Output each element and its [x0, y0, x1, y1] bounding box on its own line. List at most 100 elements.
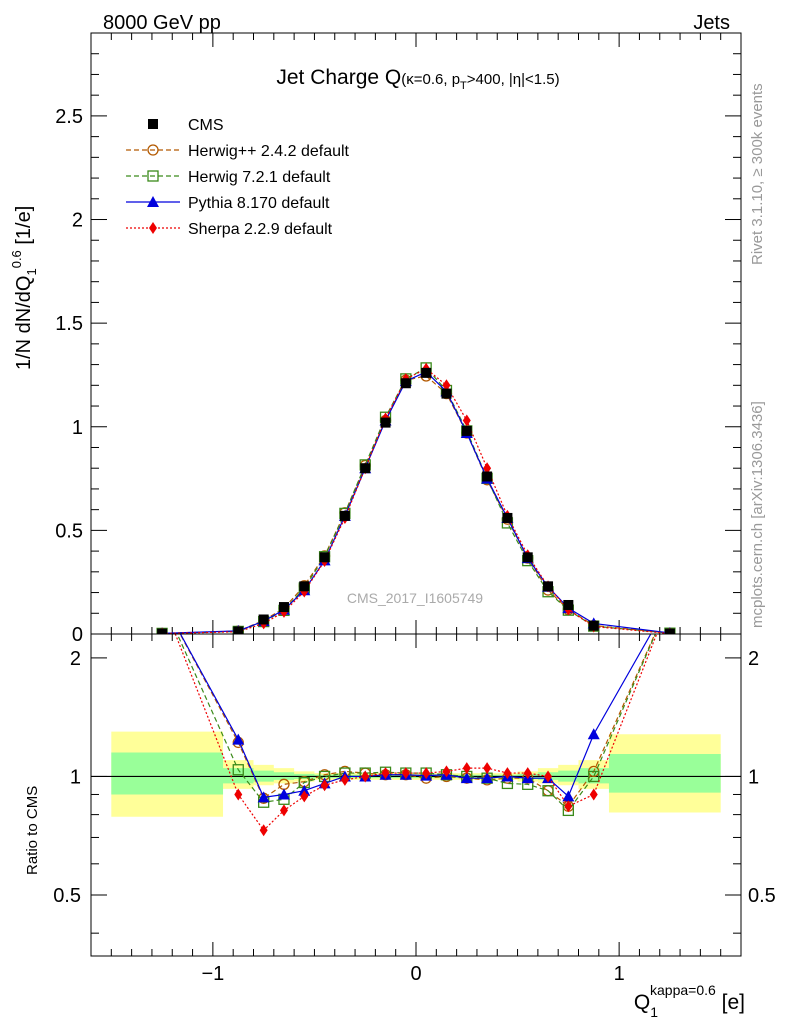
series-cms — [157, 367, 675, 634]
data-point — [563, 599, 574, 610]
ratio-data-point — [481, 772, 494, 784]
energy-label: 8000 GeV pp — [103, 12, 221, 34]
ratio-data-point — [232, 733, 245, 745]
data-point — [543, 581, 554, 592]
legend-label: Pythia 8.170 default — [188, 195, 330, 212]
ratio-data-point — [564, 800, 573, 813]
ratio-data-point — [483, 762, 492, 775]
ratio-data-point — [562, 790, 575, 802]
uncertainty-band-outer — [111, 731, 721, 817]
ratio-data-point — [259, 824, 268, 837]
ratio-data-point — [361, 770, 370, 783]
legend-marker — [147, 170, 159, 182]
legend-marker — [148, 119, 158, 129]
ratio-data-point — [279, 804, 288, 817]
ratio-y-tick-label-right: 0.5 — [748, 885, 776, 907]
data-point — [400, 378, 411, 389]
data-point — [588, 620, 599, 631]
data-point — [664, 628, 675, 634]
legend-marker — [149, 222, 157, 234]
chart-title: Jet Charge Q(κ=0.6, pT>400, |η|<1.5) — [276, 66, 559, 92]
ratio-series-line — [179, 634, 652, 799]
legend-item-sherpa-2-2-9-default: Sherpa 2.2.9 default — [126, 221, 333, 238]
ratio-data-point — [340, 773, 349, 786]
ratio-y-tick-label-right: 2 — [748, 648, 759, 670]
legend-item-cms: CMS — [148, 117, 224, 134]
ratio-series-sherpa-2-2-9-default — [174, 634, 658, 837]
ratio-frame — [90, 633, 742, 957]
ratio-data-point — [523, 767, 532, 780]
ratio-data-point — [401, 767, 410, 780]
data-point — [461, 425, 472, 436]
analysis-watermark: CMS_2017_I1605749 — [347, 590, 483, 606]
ratio-data-point — [588, 770, 600, 783]
ratio-y-tick-label: 0.5 — [53, 885, 81, 907]
data-point — [441, 388, 452, 399]
ratio-data-point — [257, 791, 270, 803]
legend-label: Herwig++ 2.4.2 default — [188, 143, 350, 160]
legend-label: Herwig 7.2.1 default — [188, 169, 331, 186]
jets-label: Jets — [693, 12, 730, 34]
legend: CMS Herwig++ 2.4.2 default Herwig 7.2.1 de… — [126, 117, 350, 238]
ratio-data-point — [503, 767, 512, 780]
ratio-data-point — [544, 770, 553, 783]
ratio-data-point — [300, 790, 309, 803]
data-point — [482, 471, 493, 482]
mcplots-label: mcplots.cern.ch [arXiv:1306.3436] — [749, 401, 766, 628]
ratio-data-point — [442, 765, 451, 778]
ratio-panel: −1 0 1 0.5 0.5 1 1 2 2 — [53, 633, 776, 985]
ratio-data-point — [587, 728, 600, 740]
y-tick-label: 2.5 — [55, 106, 83, 128]
data-point — [502, 512, 513, 523]
ratio-data-point — [277, 788, 290, 800]
legend-marker — [147, 196, 159, 207]
ratio-y-tick-label: 2 — [70, 648, 81, 670]
rivet-label: Rivet 3.1.10, ≥ 300k events — [749, 83, 766, 265]
ratio-y-tick-label: 1 — [70, 766, 81, 788]
legend-label: Sherpa 2.2.9 default — [188, 221, 333, 238]
data-point — [522, 552, 533, 563]
ratio-series-line — [179, 634, 656, 808]
x-axis-label: Q1kappa=0.6 [e] — [634, 982, 745, 1020]
y-tick-label: 1.5 — [55, 313, 83, 335]
data-point — [233, 626, 244, 634]
legend-item-pythia-8-170-default: Pythia 8.170 default — [126, 195, 330, 212]
data-point — [483, 462, 492, 475]
y-axis-label: 1/N dN/dQ10.6 [1/e] — [9, 206, 39, 370]
ratio-data-point — [298, 784, 311, 796]
data-point — [319, 552, 330, 563]
ratio-data-point — [381, 767, 390, 780]
data-point — [299, 581, 310, 592]
data-point — [421, 367, 432, 378]
ratio-data-point — [320, 779, 329, 792]
ratio-data-point — [232, 764, 244, 776]
ratio-data-point — [234, 788, 243, 801]
x-tick-label: −1 — [201, 963, 224, 985]
main-panel: 0 0.5 1 1.5 2 2.5 — [55, 32, 742, 646]
ratio-data-point — [542, 785, 554, 797]
y-tick-label: 1 — [72, 417, 83, 439]
data-point — [339, 510, 350, 521]
data-point — [442, 379, 451, 392]
ratio-series-line — [174, 634, 658, 832]
legend-item-herwig-7-2-1-default: Herwig 7.2.1 default — [126, 169, 331, 186]
legend-marker — [147, 144, 159, 156]
legend-label: CMS — [188, 117, 224, 134]
data-point — [278, 602, 289, 613]
data-point — [462, 414, 471, 427]
ratio-data-point — [460, 772, 473, 784]
ratio-data-point — [462, 762, 471, 775]
data-point — [380, 417, 391, 428]
ratio-data-point — [589, 788, 598, 801]
data-point — [258, 614, 269, 625]
x-tick-label: 0 — [410, 963, 421, 985]
legend-item-herwig-2-4-2-default: Herwig++ 2.4.2 default — [126, 143, 350, 160]
y-tick-label: 2 — [72, 210, 83, 232]
x-tick-label: 1 — [614, 963, 625, 985]
y-tick-label: 0 — [72, 624, 83, 646]
ratio-y-tick-label-right: 1 — [748, 766, 759, 788]
ratio-y-axis-label: Ratio to CMS — [24, 786, 41, 875]
data-point — [360, 463, 371, 474]
